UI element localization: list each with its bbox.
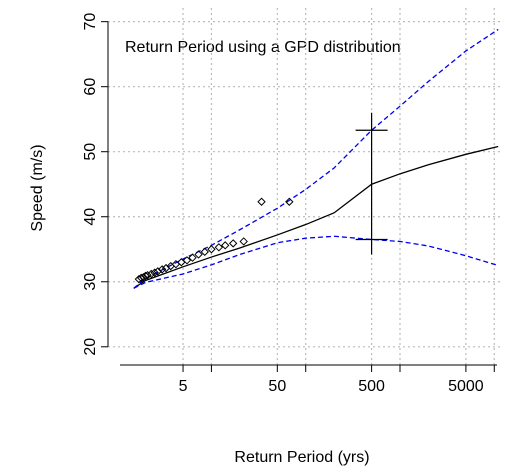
data-point: [143, 271, 152, 280]
curve: [133, 235, 499, 289]
chart-title: Return Period using a GPD distribution: [125, 39, 401, 56]
y-tick-label: 50: [82, 143, 99, 161]
data-point: [200, 247, 209, 257]
data-point: [194, 250, 203, 259]
data-point: [228, 239, 238, 248]
data-point: [136, 273, 146, 283]
y-tick-label: 40: [82, 208, 99, 226]
x-axis-label: Return Period (yrs): [234, 449, 369, 466]
y-tick-label: 20: [82, 338, 99, 356]
data-point: [188, 253, 197, 262]
data-point: [153, 267, 163, 276]
y-tick-label: 70: [82, 13, 99, 31]
y-axis-label: Speed (m/s): [29, 144, 46, 231]
curve: [133, 28, 499, 289]
y-tick-label: 30: [82, 273, 99, 291]
data-point: [285, 197, 294, 206]
data-point: [214, 243, 224, 252]
x-tick-label: 50: [268, 378, 286, 395]
x-tick-label: 5: [179, 378, 188, 395]
curve: [133, 145, 499, 289]
data-point: [207, 245, 216, 254]
data-point: [257, 197, 266, 206]
y-tick-label: 60: [82, 78, 99, 96]
x-tick-label: 500: [358, 378, 385, 395]
data-point: [150, 268, 159, 277]
data-point: [220, 241, 230, 250]
x-tick-label: 5000: [448, 378, 484, 395]
data-point: [157, 265, 167, 274]
data-point: [239, 237, 248, 246]
data-point: [147, 269, 156, 279]
data-point: [139, 273, 148, 282]
data-point: [182, 256, 192, 265]
